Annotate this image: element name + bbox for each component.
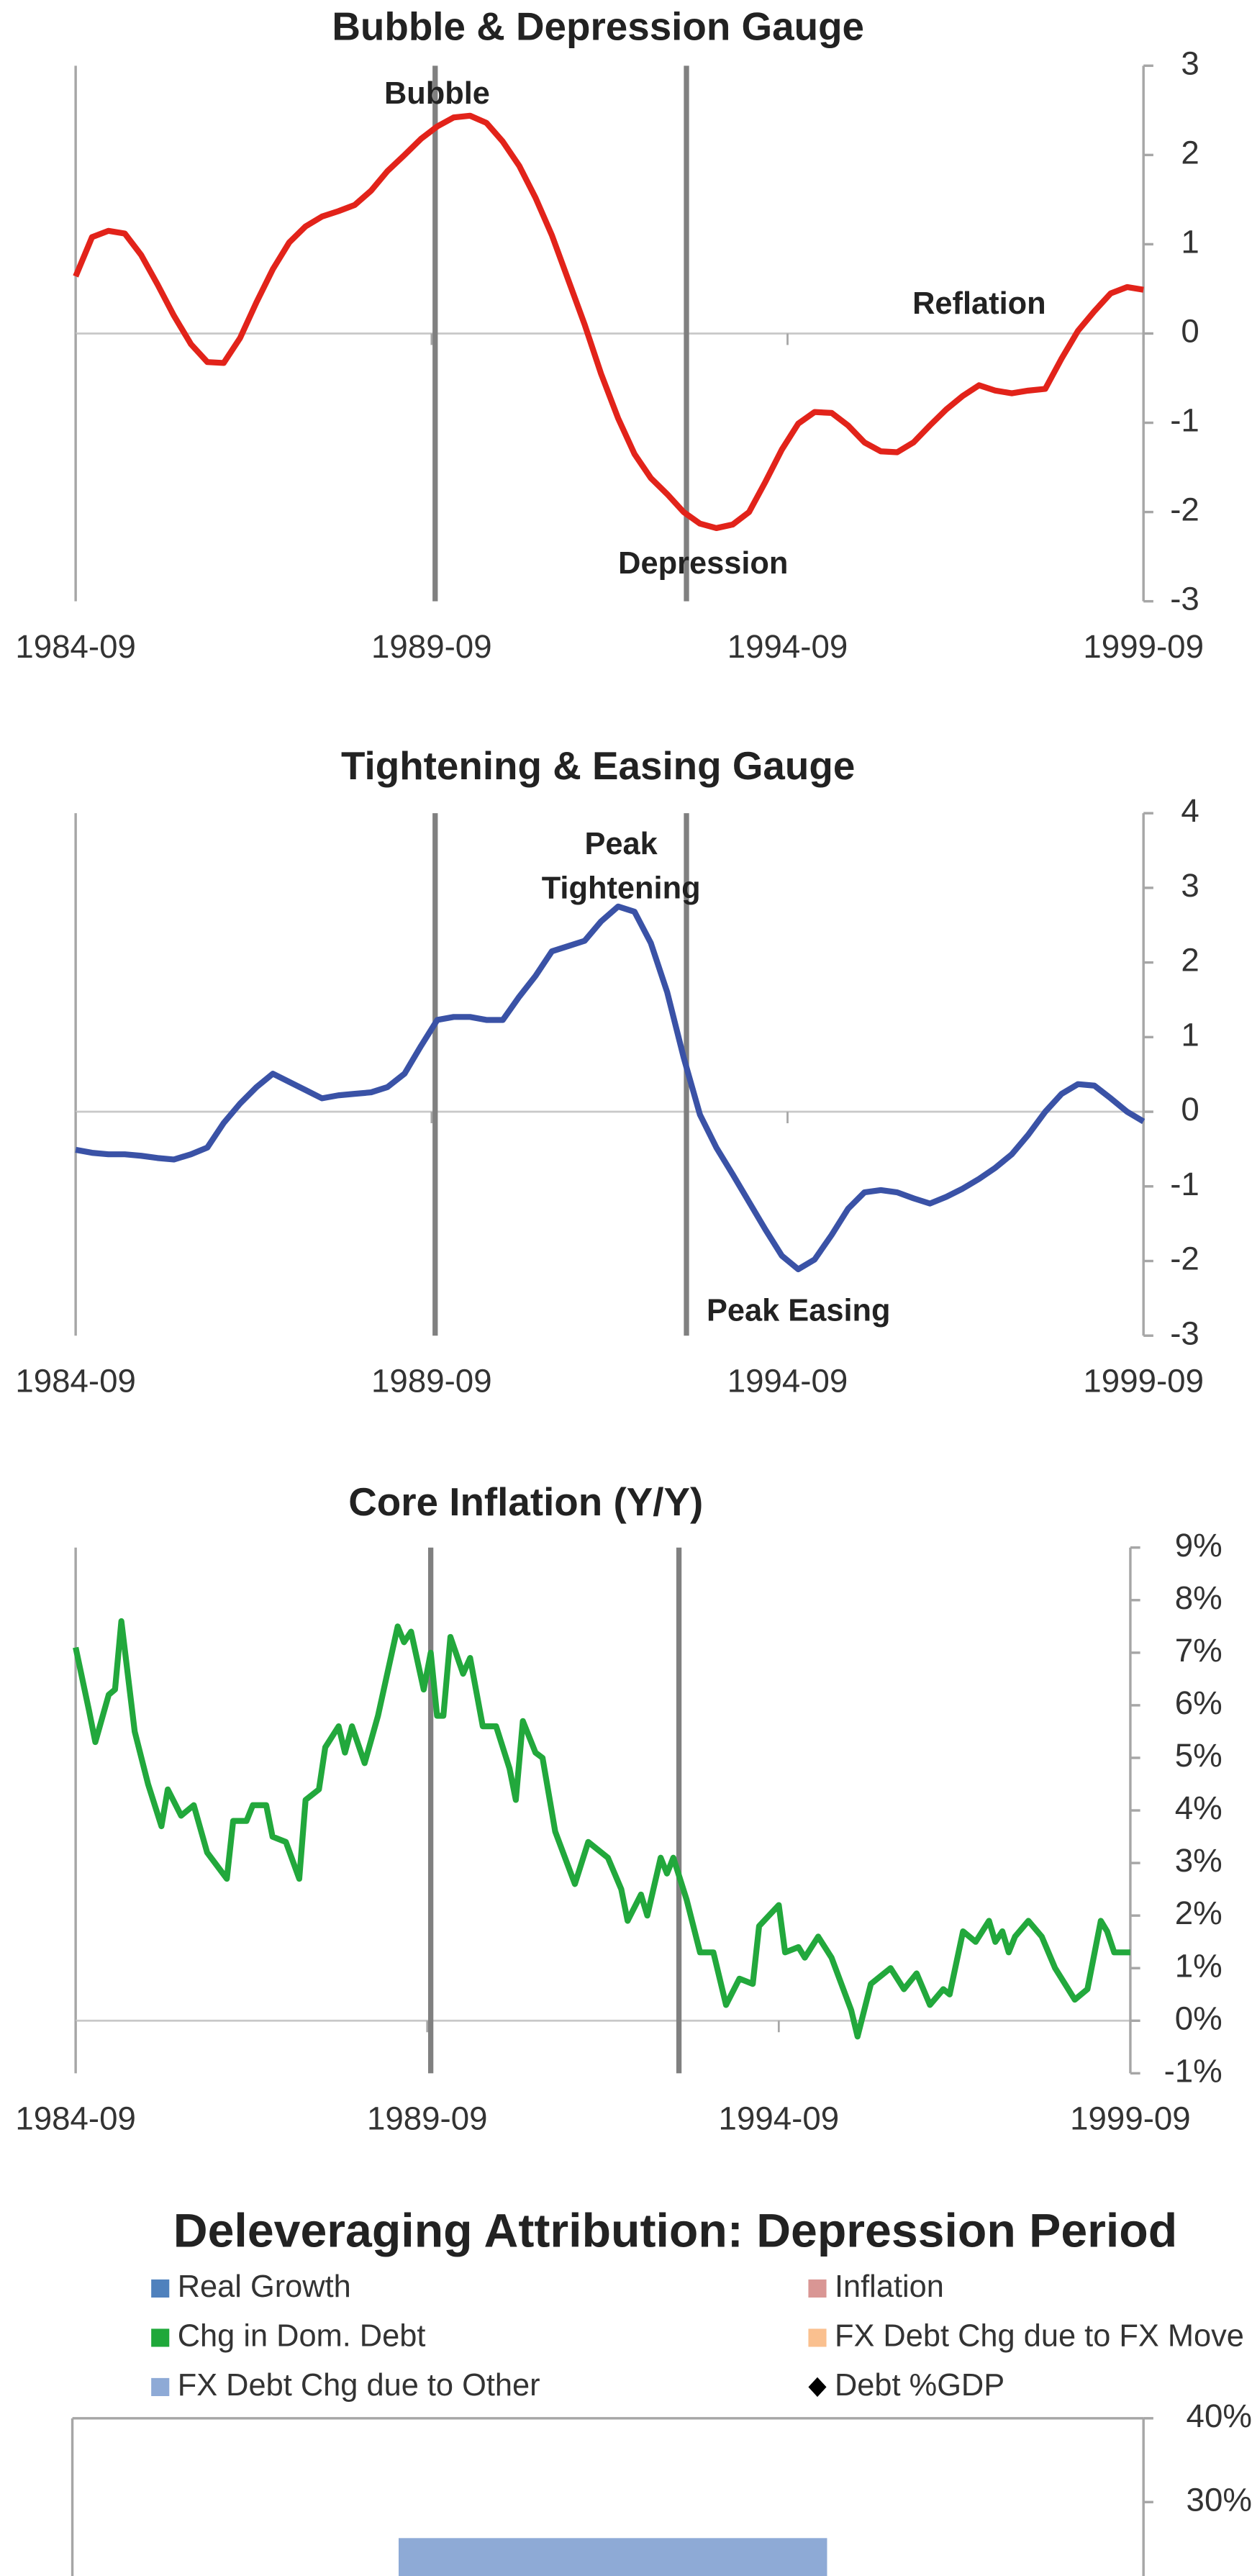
annotation: Peak Easing [707,1294,891,1328]
y-tick-label: 1 [1181,1016,1199,1053]
chart-title: Tightening & Easing Gauge [341,743,855,788]
legend-swatch [808,2279,827,2298]
x-tick-label: 1984-09 [15,2100,136,2137]
y-tick-label: 0 [1181,313,1199,350]
chart-title: Bubble & Depression Gauge [332,4,864,49]
chart-title: Deleveraging Attribution: Depression Per… [173,2205,1177,2258]
y-tick-label: 3 [1181,45,1199,81]
y-tick-label: 4% [1175,1790,1222,1826]
data-line [73,112,1144,532]
y-tick-label: 5% [1175,1737,1222,1774]
y-tick-label: -1% [1164,2052,1222,2089]
legend-swatch [151,2279,170,2298]
x-tick-label: 1994-09 [727,628,848,665]
legend-swatch [151,2377,170,2396]
x-tick-label: 1994-09 [719,2100,840,2137]
x-tick-label: 1984-09 [15,1362,136,1399]
y-tick-label: 2 [1181,134,1199,171]
annotation: Bubble [384,76,490,111]
legend-swatch [151,2328,170,2347]
y-tick-label: -3 [1170,1315,1199,1351]
y-tick-label: 40% [1187,2398,1252,2434]
legend-label: FX Debt Chg due to Other [178,2368,540,2403]
y-tick-label: 30% [1187,2481,1252,2518]
bar-segment [399,2538,827,2576]
x-tick-label: 1999-09 [1083,628,1204,665]
y-tick-label: 2 [1181,942,1199,979]
y-tick-label: 7% [1175,1632,1222,1669]
y-tick-label: 4 [1181,792,1199,829]
y-tick-label: 9% [1175,1527,1222,1564]
y-tick-label: 1% [1175,1947,1222,1984]
x-tick-label: 1989-09 [367,2100,488,2137]
legend-label: Inflation [835,2269,944,2304]
y-tick-label: 3% [1175,1842,1222,1879]
annotation: Depression [618,546,788,581]
legend-swatch [808,2328,827,2347]
legend-label: Real Growth [178,2269,351,2304]
data-line [75,903,1146,1273]
annotation: Peak Tightening [542,827,701,906]
y-tick-label: -2 [1170,491,1199,528]
legend-label: Debt %GDP [835,2368,1004,2403]
y-tick-label: 0% [1175,2000,1222,2036]
y-tick-label: 1 [1181,223,1199,260]
x-tick-label: 1989-09 [371,1362,492,1399]
y-tick-label: 0 [1181,1091,1199,1128]
legend-label: FX Debt Chg due to FX Move [835,2318,1244,2353]
x-tick-label: 1994-09 [727,1362,848,1399]
y-tick-label: -1 [1170,402,1199,439]
y-tick-label: 2% [1175,1895,1222,1931]
y-tick-label: -3 [1170,581,1199,617]
data-line [73,1618,1130,2040]
annotation: Reflation [912,286,1046,321]
x-tick-label: 1999-09 [1070,2100,1191,2137]
y-tick-label: 8% [1175,1579,1222,1616]
chart-title: Core Inflation (Y/Y) [348,1479,703,1524]
x-tick-label: 1999-09 [1083,1362,1204,1399]
y-tick-label: -1 [1170,1166,1199,1202]
y-tick-label: 3 [1181,867,1199,904]
x-tick-label: 1989-09 [371,628,492,665]
y-tick-label: -2 [1170,1241,1199,1277]
y-tick-label: 6% [1175,1684,1222,1721]
legend-marker [808,2377,827,2398]
x-tick-label: 1984-09 [15,628,136,665]
legend-label: Chg in Dom. Debt [178,2318,426,2353]
